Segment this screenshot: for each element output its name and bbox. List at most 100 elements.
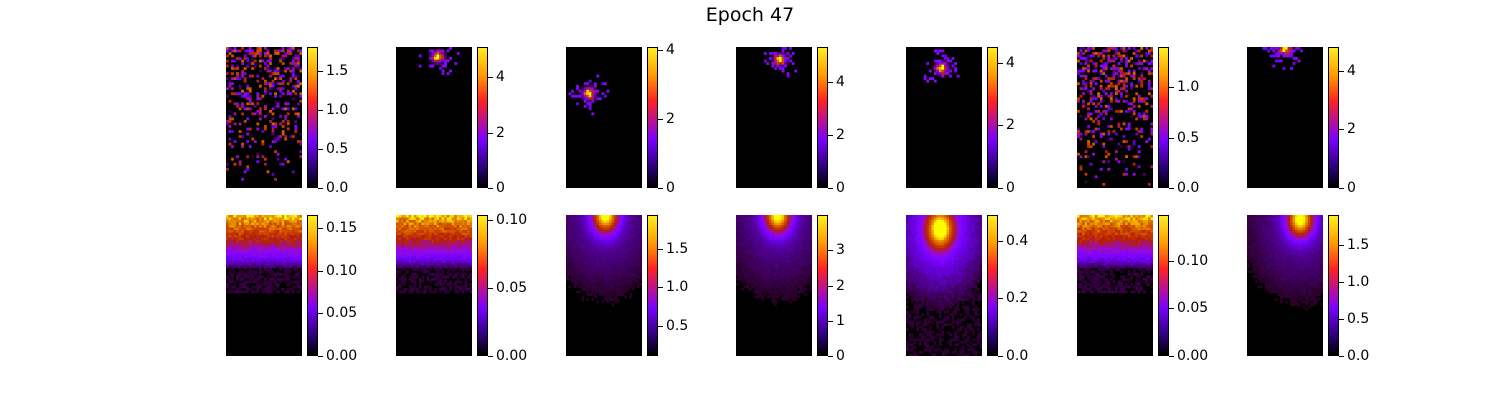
- heatmap-cell: [408, 290, 412, 294]
- heatmap-cell: [1115, 72, 1118, 75]
- heatmap-cell: [243, 94, 247, 98]
- heatmap-cell: [631, 245, 635, 249]
- heatmap-cell: [756, 247, 760, 251]
- heatmap-cell: [464, 230, 468, 233]
- heatmap-cell: [588, 250, 592, 254]
- heatmap-cell: [791, 220, 795, 223]
- heatmap-cell: [243, 77, 247, 81]
- heatmap-cell: [264, 54, 267, 58]
- heatmap-cell: [598, 285, 602, 289]
- heatmap-cell: [454, 288, 458, 291]
- heatmap-cell: [756, 237, 760, 241]
- heatmap-cell: [786, 275, 790, 279]
- heatmap-cell: [251, 250, 255, 254]
- heatmap-cell: [228, 142, 232, 146]
- heatmap-cell: [763, 237, 767, 241]
- heatmap-cell: [276, 225, 280, 228]
- heatmap-cell: [251, 215, 255, 218]
- heatmap-cell: [596, 280, 600, 284]
- heatmap-cell: [289, 252, 293, 256]
- heatmap-cell: [251, 49, 255, 53]
- heatmap-cell: [451, 225, 455, 228]
- heatmap-cell: [233, 47, 237, 50]
- heatmap-cell: [609, 257, 612, 261]
- heatmap-cell: [636, 260, 640, 264]
- heatmap-cell: [236, 277, 239, 281]
- colorbar-tick-label: 2: [836, 278, 845, 294]
- heatmap-cell: [256, 290, 260, 294]
- heatmap-cell: [756, 280, 760, 284]
- heatmap-cell: [426, 255, 430, 259]
- heatmap-cell: [576, 257, 579, 261]
- heatmap-cell: [456, 235, 460, 238]
- heatmap-cell: [619, 235, 623, 238]
- heatmap-cell: [954, 69, 957, 73]
- heatmap-cell: [1147, 182, 1151, 186]
- heatmap-cell: [286, 247, 290, 251]
- heatmap-cell: [634, 280, 638, 284]
- heatmap-cell: [619, 240, 623, 243]
- heatmap-cell: [748, 235, 752, 238]
- heatmap-cell: [936, 217, 940, 221]
- heatmap-cell: [423, 245, 427, 249]
- heatmap-cell: [411, 225, 415, 228]
- heatmap-cell: [464, 267, 468, 271]
- heatmap-cell: [799, 285, 803, 289]
- heatmap-cell: [774, 262, 777, 266]
- heatmap-cell: [291, 49, 295, 53]
- heatmap-cell: [771, 290, 775, 294]
- heatmap-cell: [776, 235, 780, 238]
- heatmap-cell: [786, 57, 790, 60]
- heatmap-cell: [1115, 87, 1118, 91]
- heatmap-cell: [258, 54, 262, 58]
- heatmap-cell: [771, 280, 775, 284]
- heatmap-cell: [274, 262, 277, 266]
- heatmap-cell: [741, 272, 744, 276]
- heatmap-cell: [631, 255, 635, 259]
- heatmap-cell: [233, 255, 237, 259]
- heatmap-cell: [591, 225, 595, 228]
- heatmap-cell: [1277, 59, 1281, 63]
- heatmap-cell: [593, 227, 597, 231]
- heatmap-cell: [784, 298, 787, 301]
- heatmap-cell: [624, 255, 628, 259]
- heatmap-cell: [746, 270, 749, 274]
- heatmap-cell: [284, 262, 288, 266]
- heatmap-cell: [1120, 92, 1123, 96]
- heatmap-cell: [461, 220, 465, 223]
- heatmap-cell: [231, 255, 234, 259]
- heatmap-cell: [758, 232, 762, 236]
- heatmap-cell: [1102, 69, 1106, 73]
- heatmap-cell: [231, 145, 234, 149]
- heatmap-cell: [586, 82, 590, 86]
- heatmap-cell: [1094, 127, 1098, 131]
- heatmap-cell: [601, 240, 605, 243]
- heatmap-cell: [596, 240, 600, 243]
- heatmap-cell: [936, 59, 940, 63]
- heatmap-cell: [226, 120, 229, 123]
- heatmap-cell: [233, 282, 237, 286]
- heatmap-cell: [616, 237, 620, 241]
- heatmap-cell: [238, 215, 242, 218]
- heatmap-cell: [446, 255, 450, 259]
- heatmap-cell: [289, 282, 293, 286]
- heatmap-cell: [631, 242, 635, 246]
- heatmap-cell: [464, 222, 468, 226]
- heatmap-cell: [413, 288, 417, 291]
- heatmap-cell: [591, 245, 595, 249]
- heatmap-cell: [926, 79, 930, 83]
- heatmap-cell: [291, 59, 295, 63]
- heatmap-cell: [284, 290, 288, 294]
- heatmap-cell: [286, 232, 290, 236]
- heatmap-cell: [264, 232, 267, 236]
- heatmap-cell: [571, 260, 574, 264]
- heatmap-cell: [248, 145, 252, 149]
- heatmap-cell: [573, 277, 577, 281]
- heatmap-cell: [446, 272, 450, 276]
- heatmap-cell: [279, 242, 283, 246]
- heatmap-cell: [246, 59, 250, 63]
- heatmap-cell: [779, 217, 782, 221]
- heatmap-cell: [258, 277, 262, 281]
- heatmap-cell: [1132, 140, 1136, 143]
- heatmap-cell: [581, 89, 585, 93]
